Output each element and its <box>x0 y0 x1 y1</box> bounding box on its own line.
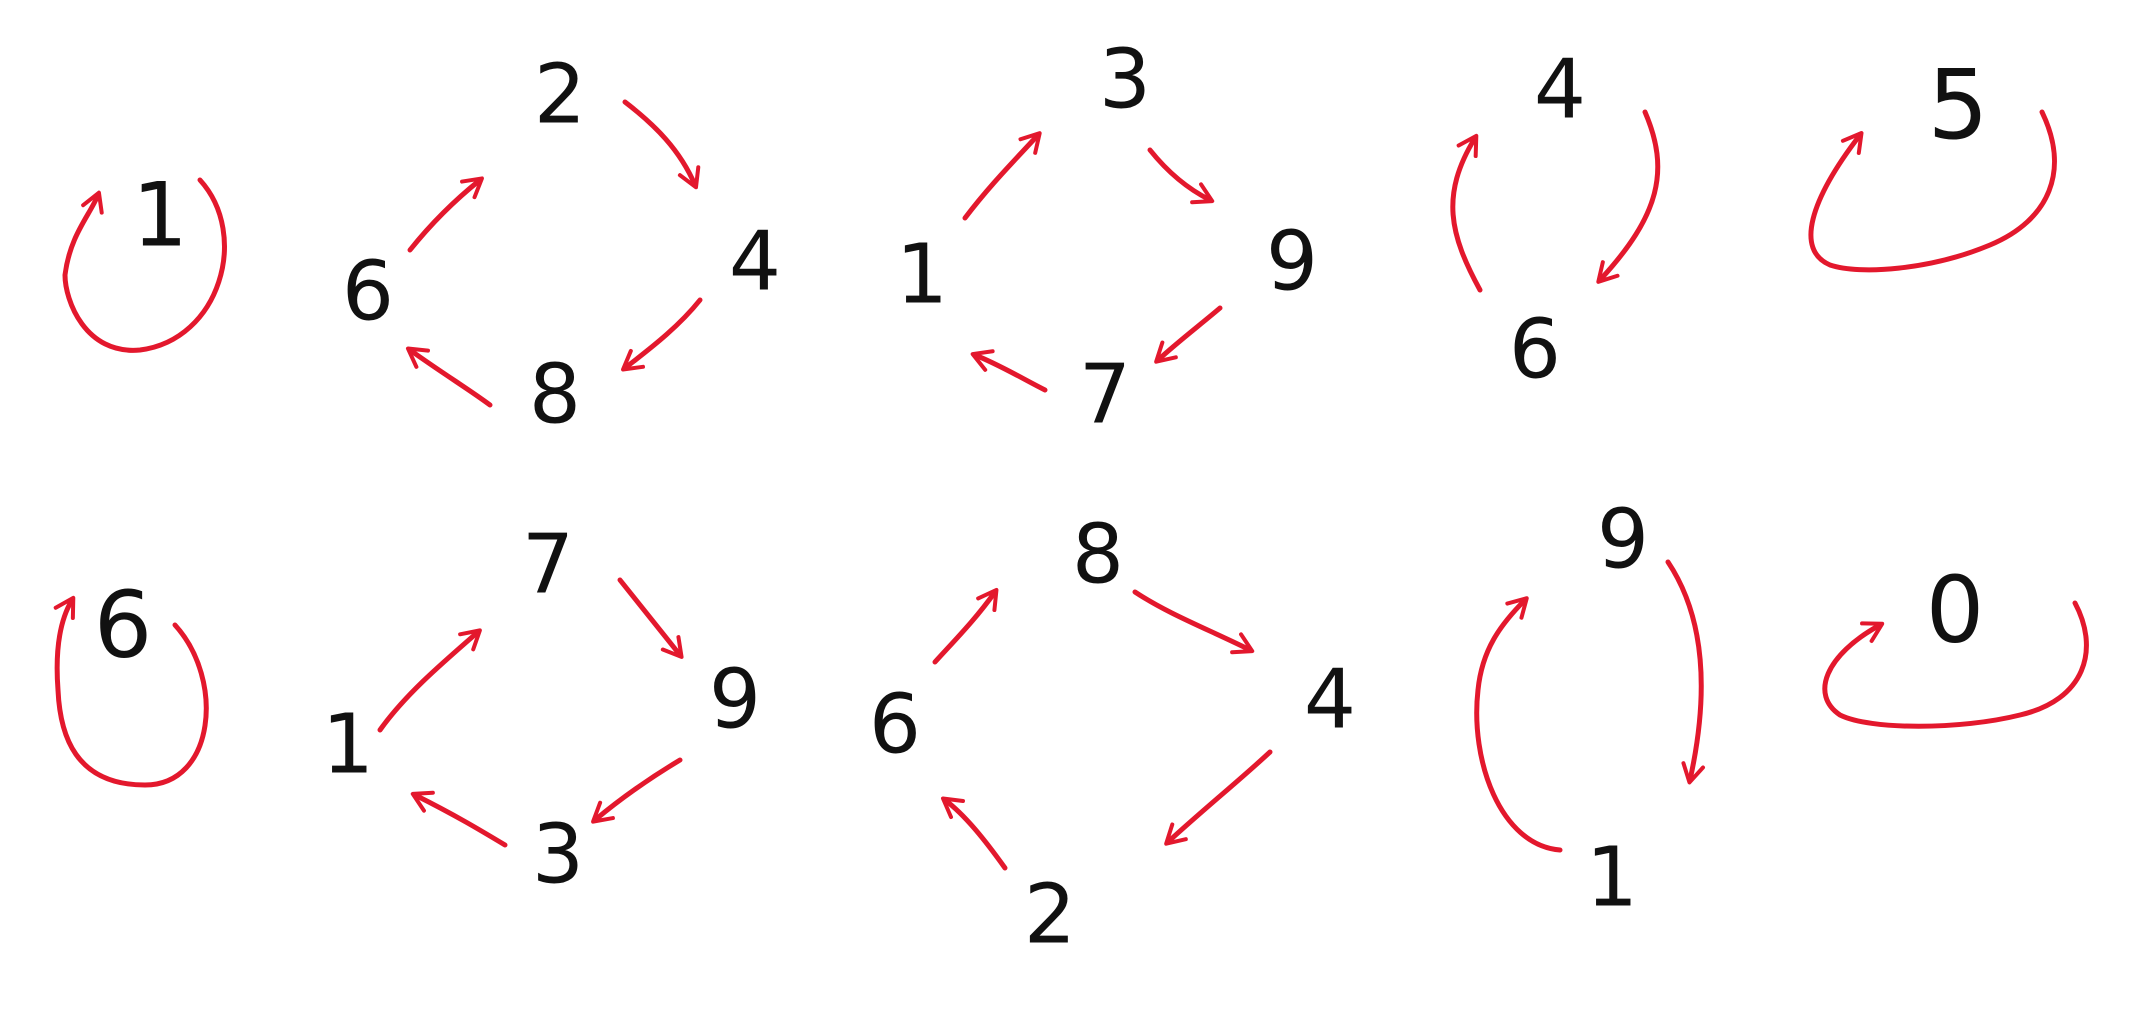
digit-label: 6 <box>94 572 153 679</box>
digit-label: 1 <box>322 698 374 793</box>
digit-label: 8 <box>1072 508 1124 603</box>
digit-label: 7 <box>522 518 574 613</box>
cycle-arrow <box>970 349 1048 393</box>
cycle-arrow <box>941 796 1008 871</box>
cycle-arrow <box>407 176 484 253</box>
cycle-group-c4: 46 <box>1450 43 1661 398</box>
digit-label: 1 <box>1586 831 1638 926</box>
digit-label: 6 <box>1509 303 1561 398</box>
cycle-arrow <box>932 587 999 665</box>
cycle-group-c1: 1 <box>62 164 227 353</box>
self-loop-arrow <box>1822 600 2089 729</box>
digit-label: 2 <box>1024 868 1076 963</box>
digit-label: 5 <box>1927 49 1988 161</box>
cycle-arrow <box>1450 133 1483 293</box>
cycle-group-c7: 7 9 3 1 <box>322 518 761 903</box>
digit-label: 7 <box>1079 348 1131 443</box>
cycle-group-c3: 3 9 7 1 <box>896 33 1318 443</box>
cycle-group-c9: 91 <box>1474 493 1705 926</box>
digit-label: 4 <box>1304 653 1356 748</box>
digit-label: 9 <box>1266 215 1318 310</box>
cycle-arrow <box>591 757 683 824</box>
digit-label: 4 <box>1534 43 1586 138</box>
digit-label: 6 <box>342 245 394 340</box>
cycle-arrow <box>622 99 701 190</box>
cycle-arrow <box>1164 749 1273 846</box>
cycle-group-c6: 6 <box>53 572 209 788</box>
digit-label: 9 <box>1597 493 1649 588</box>
digit-label: 9 <box>709 653 761 748</box>
digit-label: 4 <box>729 215 781 310</box>
digit-label: 3 <box>532 808 584 903</box>
digit-label: 1 <box>896 228 948 323</box>
cycle-group-c10: 0 <box>1822 557 2089 729</box>
cycle-arrow <box>1147 147 1215 205</box>
self-loop-arrow <box>53 595 209 788</box>
digit-label: 1 <box>132 164 188 267</box>
cycle-arrow <box>1665 559 1705 785</box>
cycle-arrow <box>962 131 1042 221</box>
cycle-group-c8: 8 4 2 6 <box>869 508 1356 963</box>
self-loop-arrow <box>62 177 227 353</box>
cycle-arrow <box>1474 596 1563 853</box>
digit-label: 6 <box>869 678 921 773</box>
cycle-arrow <box>621 297 703 372</box>
digit-label: 0 <box>1926 557 1985 664</box>
digit-label: 8 <box>529 348 581 443</box>
cycle-arrow <box>405 346 493 408</box>
digit-label: 3 <box>1099 33 1151 128</box>
cycle-arrow <box>1154 305 1223 364</box>
cycle-arrow <box>617 577 684 659</box>
cycle-arrow <box>377 628 482 733</box>
cycle-arrow <box>1132 589 1255 655</box>
digit-label: 2 <box>534 48 586 143</box>
cycle-arrow <box>410 790 508 848</box>
cycle-group-c2: 2 4 8 6 <box>342 48 781 443</box>
self-loop-arrow <box>1808 109 2057 273</box>
cycle-group-c5: 5 <box>1808 49 2057 273</box>
cycle-arrow <box>1596 109 1661 284</box>
